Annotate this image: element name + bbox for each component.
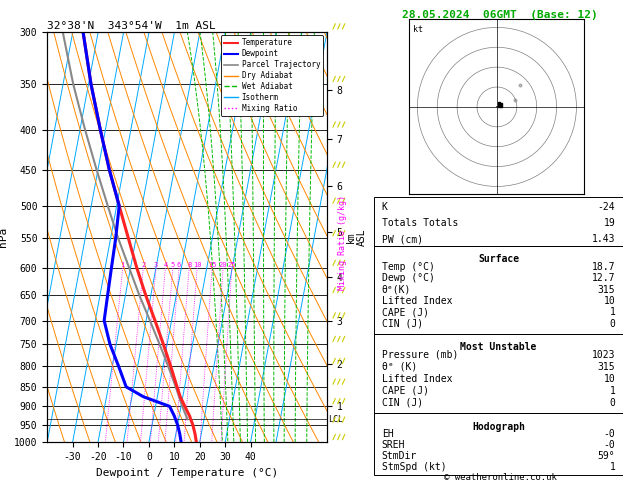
- Text: 0: 0: [610, 398, 615, 408]
- Text: 8: 8: [187, 262, 191, 268]
- Text: LCL: LCL: [328, 415, 343, 424]
- Text: Hodograph: Hodograph: [472, 422, 525, 432]
- Text: 28.05.2024  06GMT  (Base: 12): 28.05.2024 06GMT (Base: 12): [402, 11, 598, 20]
- Text: StmSpd (kt): StmSpd (kt): [382, 462, 447, 472]
- Text: 18.7: 18.7: [592, 261, 615, 272]
- Text: 1: 1: [610, 386, 615, 396]
- Text: 1: 1: [610, 462, 615, 472]
- Y-axis label: hPa: hPa: [0, 227, 8, 247]
- Text: Lifted Index: Lifted Index: [382, 296, 452, 306]
- Text: Dewp (°C): Dewp (°C): [382, 273, 435, 283]
- Text: -0: -0: [603, 429, 615, 439]
- Text: 10: 10: [603, 296, 615, 306]
- Text: -0: -0: [603, 440, 615, 450]
- Text: Totals Totals: Totals Totals: [382, 218, 458, 228]
- Text: K: K: [382, 202, 387, 211]
- Text: 3: 3: [154, 262, 158, 268]
- X-axis label: Dewpoint / Temperature (°C): Dewpoint / Temperature (°C): [96, 468, 278, 478]
- Text: 6: 6: [177, 262, 181, 268]
- Text: 315: 315: [598, 284, 615, 295]
- Text: PW (cm): PW (cm): [382, 234, 423, 244]
- Text: CAPE (J): CAPE (J): [382, 386, 429, 396]
- Text: CAPE (J): CAPE (J): [382, 307, 429, 317]
- Text: 5: 5: [170, 262, 175, 268]
- Text: 15: 15: [208, 262, 216, 268]
- Text: Surface: Surface: [478, 254, 519, 264]
- Text: kt: kt: [413, 25, 423, 34]
- Text: 1023: 1023: [592, 350, 615, 360]
- Text: © weatheronline.co.uk: © weatheronline.co.uk: [443, 473, 557, 482]
- Text: 0: 0: [610, 319, 615, 329]
- Text: StmDir: StmDir: [382, 451, 417, 461]
- Y-axis label: km
ASL: km ASL: [345, 228, 367, 246]
- Text: -24: -24: [598, 202, 615, 211]
- Text: Mixing Ratio (g/kg): Mixing Ratio (g/kg): [338, 195, 347, 291]
- Text: 59°: 59°: [598, 451, 615, 461]
- Text: CIN (J): CIN (J): [382, 319, 423, 329]
- Text: EH: EH: [382, 429, 394, 439]
- Text: 1: 1: [610, 307, 615, 317]
- Text: Temp (°C): Temp (°C): [382, 261, 435, 272]
- Text: 10: 10: [603, 374, 615, 384]
- Text: 32°38'N  343°54'W  1m ASL: 32°38'N 343°54'W 1m ASL: [47, 21, 216, 31]
- Text: 1.43: 1.43: [592, 234, 615, 244]
- Text: 19: 19: [603, 218, 615, 228]
- Text: CIN (J): CIN (J): [382, 398, 423, 408]
- Text: Pressure (mb): Pressure (mb): [382, 350, 458, 360]
- Text: Most Unstable: Most Unstable: [460, 342, 537, 352]
- Text: θᵉ (K): θᵉ (K): [382, 362, 417, 372]
- Legend: Temperature, Dewpoint, Parcel Trajectory, Dry Adiabat, Wet Adiabat, Isotherm, Mi: Temperature, Dewpoint, Parcel Trajectory…: [221, 35, 323, 116]
- Text: 12.7: 12.7: [592, 273, 615, 283]
- Text: SREH: SREH: [382, 440, 405, 450]
- Text: 4: 4: [164, 262, 167, 268]
- Text: 20: 20: [219, 262, 228, 268]
- Text: 2: 2: [141, 262, 145, 268]
- Text: 1: 1: [121, 262, 125, 268]
- Text: 25: 25: [228, 262, 236, 268]
- Text: θᵉ(K): θᵉ(K): [382, 284, 411, 295]
- Text: 10: 10: [193, 262, 201, 268]
- Text: Lifted Index: Lifted Index: [382, 374, 452, 384]
- Text: 315: 315: [598, 362, 615, 372]
